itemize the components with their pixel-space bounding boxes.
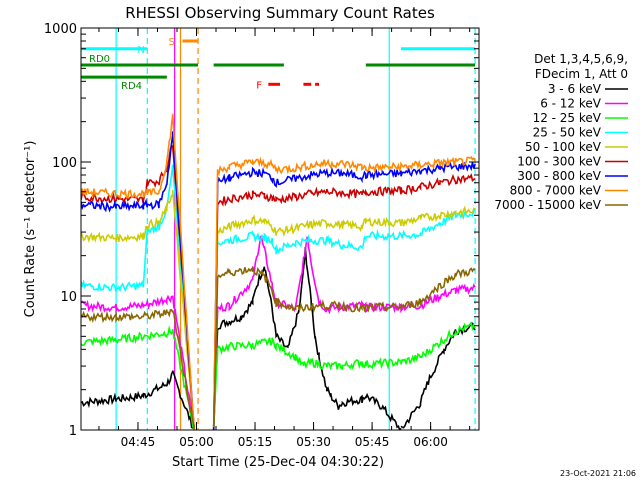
series-line xyxy=(81,113,476,430)
legend-entry-label: 6 - 12 keV xyxy=(540,97,602,111)
legend-header-line-1: Det 1,3,4,5,6,9, xyxy=(534,52,628,66)
legend-entry-label: 25 - 50 keV xyxy=(533,126,602,140)
series-line xyxy=(81,321,476,430)
y-tick-label: 10 xyxy=(60,290,77,305)
x-tick-label: 04:45 xyxy=(121,435,156,449)
x-tick-label: 05:15 xyxy=(238,435,273,449)
state-bar-label: F xyxy=(256,80,262,91)
state-bars: N S F RD0 RD4 xyxy=(81,37,476,92)
plot-frame xyxy=(80,27,480,431)
state-bar-label: RD4 xyxy=(121,81,142,92)
series-line xyxy=(81,266,476,429)
generation-timestamp: 23-Oct-2021 21:06 xyxy=(560,469,636,478)
y-axis: 1 10 100 1000 xyxy=(44,22,479,439)
legend-entry-label: 3 - 6 keV xyxy=(548,82,602,96)
legend-entry-label: 800 - 7000 keV xyxy=(510,184,602,198)
x-tick-label: 06:00 xyxy=(413,435,448,449)
y-tick-label: 100 xyxy=(52,156,77,171)
series-line xyxy=(81,164,476,430)
series-line xyxy=(81,246,476,430)
x-axis: 04:45 05:00 05:15 05:30 05:45 06:00 xyxy=(98,28,471,449)
legend: Det 1,3,4,5,6,9, FDecim 1, Att 0 3 - 6 k… xyxy=(494,52,628,212)
state-bar-label: S xyxy=(168,37,174,48)
legend-entry-label: 100 - 300 keV xyxy=(517,155,601,169)
legend-entry-label: 12 - 25 keV xyxy=(533,111,602,125)
series-line xyxy=(81,235,476,430)
y-tick-label: 1 xyxy=(69,424,77,439)
series-line xyxy=(81,144,476,430)
legend-entry-label: 300 - 800 keV xyxy=(517,169,601,183)
x-tick-label: 05:45 xyxy=(355,435,390,449)
x-tick-label: 05:00 xyxy=(179,435,214,449)
series-line xyxy=(81,131,476,430)
legend-entry-label: 50 - 100 keV xyxy=(525,140,602,154)
x-axis-label: Start Time (25-Dec-04 04:30:22) xyxy=(172,455,384,470)
legend-header-line-2: FDecim 1, Att 0 xyxy=(535,67,628,81)
state-bar-label: RD0 xyxy=(89,54,110,65)
series-line xyxy=(81,190,476,430)
y-tick-label: 1000 xyxy=(44,22,77,37)
chart-title: RHESSI Observing Summary Count Rates xyxy=(125,4,435,22)
series-layer xyxy=(81,113,476,430)
state-bar-label: N xyxy=(137,45,144,56)
y-axis-label: Count Rate (s⁻¹ detector⁻¹) xyxy=(23,141,38,318)
legend-entry-label: 7000 - 15000 keV xyxy=(494,198,601,212)
x-tick-label: 05:30 xyxy=(296,435,331,449)
